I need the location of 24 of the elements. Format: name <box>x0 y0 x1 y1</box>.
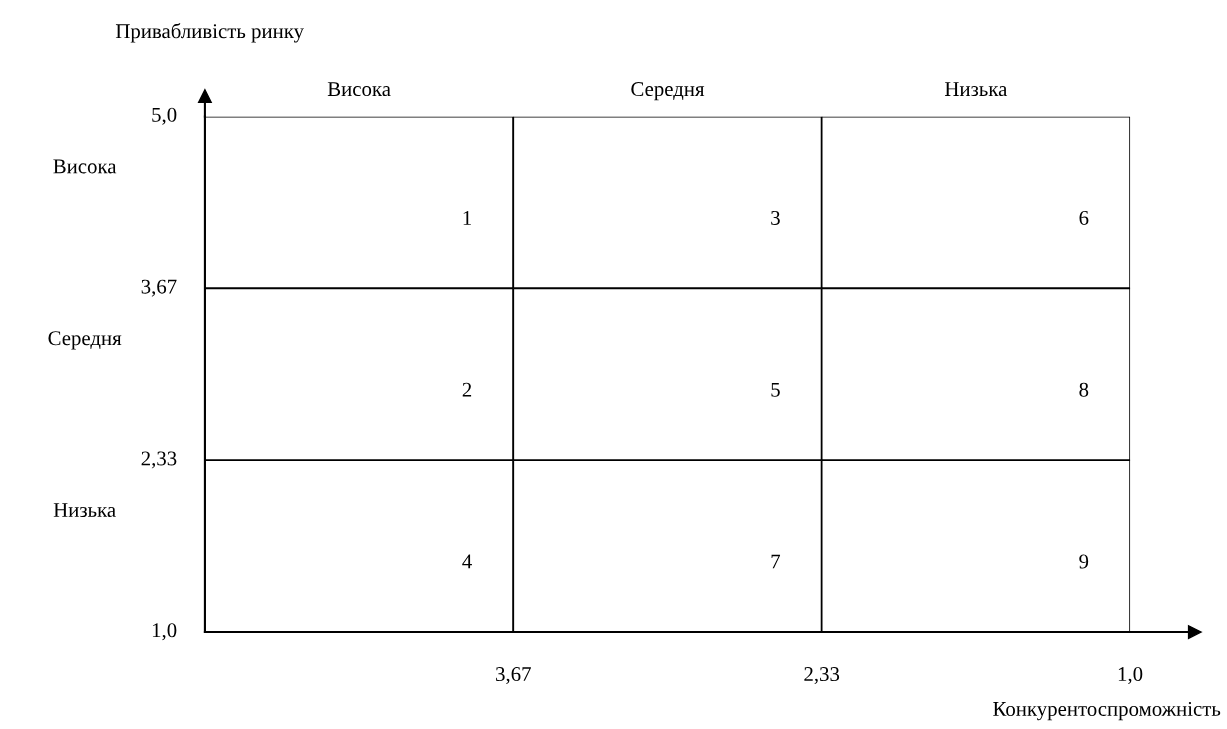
y-tick-label: Низька <box>53 503 116 517</box>
y-tick-label: Висока <box>53 159 117 174</box>
text: 1,0 <box>152 623 177 641</box>
y-tick-label: Середня <box>48 331 122 350</box>
text: 2,33 <box>804 667 840 685</box>
data-label: 5 <box>771 382 780 397</box>
data-label: 3 <box>771 210 780 225</box>
x-tick-label: Низька <box>944 82 1008 97</box>
data-label: 8 <box>1079 382 1089 397</box>
text: 3,67 <box>141 279 177 297</box>
x-tick-label: Середня <box>631 82 705 101</box>
x-axis-title: Конкурентоспроможність <box>993 701 1221 721</box>
data-label: 9 <box>1079 554 1089 569</box>
text: 1,0 <box>1118 667 1143 685</box>
data-label: 4 <box>462 554 472 569</box>
data-label: 7 <box>771 554 781 569</box>
text: 3,67 <box>496 667 531 685</box>
data-label: 1 <box>463 210 471 225</box>
text: 2,33 <box>141 451 177 469</box>
text: 5,0 <box>152 107 177 125</box>
x-tick-label: Висока <box>327 82 391 97</box>
data-label: 6 <box>1079 210 1089 225</box>
y-axis-title: Привабливість ринку <box>115 23 304 43</box>
data-label: 2 <box>462 382 472 397</box>
